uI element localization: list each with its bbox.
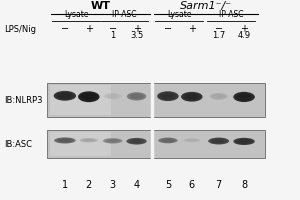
Ellipse shape (211, 138, 226, 144)
Ellipse shape (82, 139, 95, 142)
Ellipse shape (108, 140, 118, 142)
Text: −: − (164, 24, 172, 34)
Text: WT: WT (91, 1, 111, 11)
Ellipse shape (236, 93, 252, 101)
Text: +: + (85, 24, 93, 34)
Ellipse shape (81, 93, 97, 101)
Text: IB:NLRP3: IB:NLRP3 (4, 96, 42, 105)
Text: Lysate: Lysate (64, 10, 88, 19)
Ellipse shape (105, 139, 120, 143)
Ellipse shape (54, 91, 76, 101)
Text: 4.9: 4.9 (238, 31, 250, 40)
Ellipse shape (127, 92, 146, 101)
Ellipse shape (185, 139, 198, 142)
Ellipse shape (183, 138, 200, 142)
Text: +: + (133, 24, 141, 34)
Text: 5: 5 (165, 180, 171, 190)
Text: 6: 6 (189, 180, 195, 190)
Ellipse shape (163, 139, 173, 142)
Text: IB:ASC: IB:ASC (4, 140, 32, 149)
Ellipse shape (59, 93, 70, 98)
Ellipse shape (59, 139, 70, 142)
Ellipse shape (157, 91, 179, 101)
Bar (47, 130, 265, 158)
Text: IP ASC: IP ASC (112, 10, 137, 19)
Ellipse shape (56, 92, 73, 99)
Bar (47, 83, 265, 117)
Ellipse shape (212, 94, 225, 99)
Text: 2: 2 (86, 180, 92, 190)
Text: 1: 1 (110, 31, 115, 40)
Ellipse shape (132, 94, 141, 98)
Text: 8: 8 (241, 180, 247, 190)
Text: 1.7: 1.7 (212, 31, 225, 40)
Ellipse shape (54, 137, 76, 144)
Text: 7: 7 (216, 180, 222, 190)
Text: 1: 1 (62, 180, 68, 190)
Ellipse shape (108, 95, 117, 98)
Ellipse shape (184, 93, 200, 100)
Text: 4: 4 (134, 180, 140, 190)
Text: −: − (109, 24, 117, 34)
Text: 3: 3 (110, 180, 116, 190)
Ellipse shape (158, 138, 178, 143)
Text: +: + (240, 24, 248, 34)
Bar (50, 132, 111, 156)
Ellipse shape (129, 139, 144, 144)
Ellipse shape (239, 140, 249, 143)
Ellipse shape (188, 139, 196, 141)
Text: Sarm1⁻/⁻: Sarm1⁻/⁻ (180, 1, 232, 11)
Ellipse shape (186, 94, 197, 99)
Text: −: − (61, 24, 69, 34)
Ellipse shape (214, 139, 224, 143)
Ellipse shape (160, 138, 175, 143)
Ellipse shape (210, 93, 228, 100)
Ellipse shape (239, 94, 249, 100)
Ellipse shape (106, 94, 119, 98)
Bar (50, 85, 111, 115)
Text: −: − (214, 24, 223, 34)
Ellipse shape (84, 139, 93, 141)
Ellipse shape (57, 138, 73, 143)
Ellipse shape (233, 138, 255, 145)
Ellipse shape (104, 93, 122, 99)
Text: Lysate: Lysate (167, 10, 191, 19)
Ellipse shape (181, 92, 202, 102)
Ellipse shape (126, 138, 147, 145)
Ellipse shape (163, 94, 173, 99)
Ellipse shape (160, 92, 176, 100)
Ellipse shape (80, 138, 98, 142)
Ellipse shape (103, 138, 122, 144)
Text: +: + (188, 24, 196, 34)
Text: LPS/Nig: LPS/Nig (4, 25, 36, 34)
Ellipse shape (233, 92, 255, 102)
Ellipse shape (131, 140, 142, 143)
Ellipse shape (78, 91, 100, 102)
Ellipse shape (129, 93, 144, 99)
Ellipse shape (83, 94, 94, 99)
Ellipse shape (236, 139, 252, 144)
Text: 3.5: 3.5 (130, 31, 143, 40)
Ellipse shape (208, 138, 229, 144)
Text: IP ASC: IP ASC (219, 10, 244, 19)
Ellipse shape (214, 95, 223, 98)
